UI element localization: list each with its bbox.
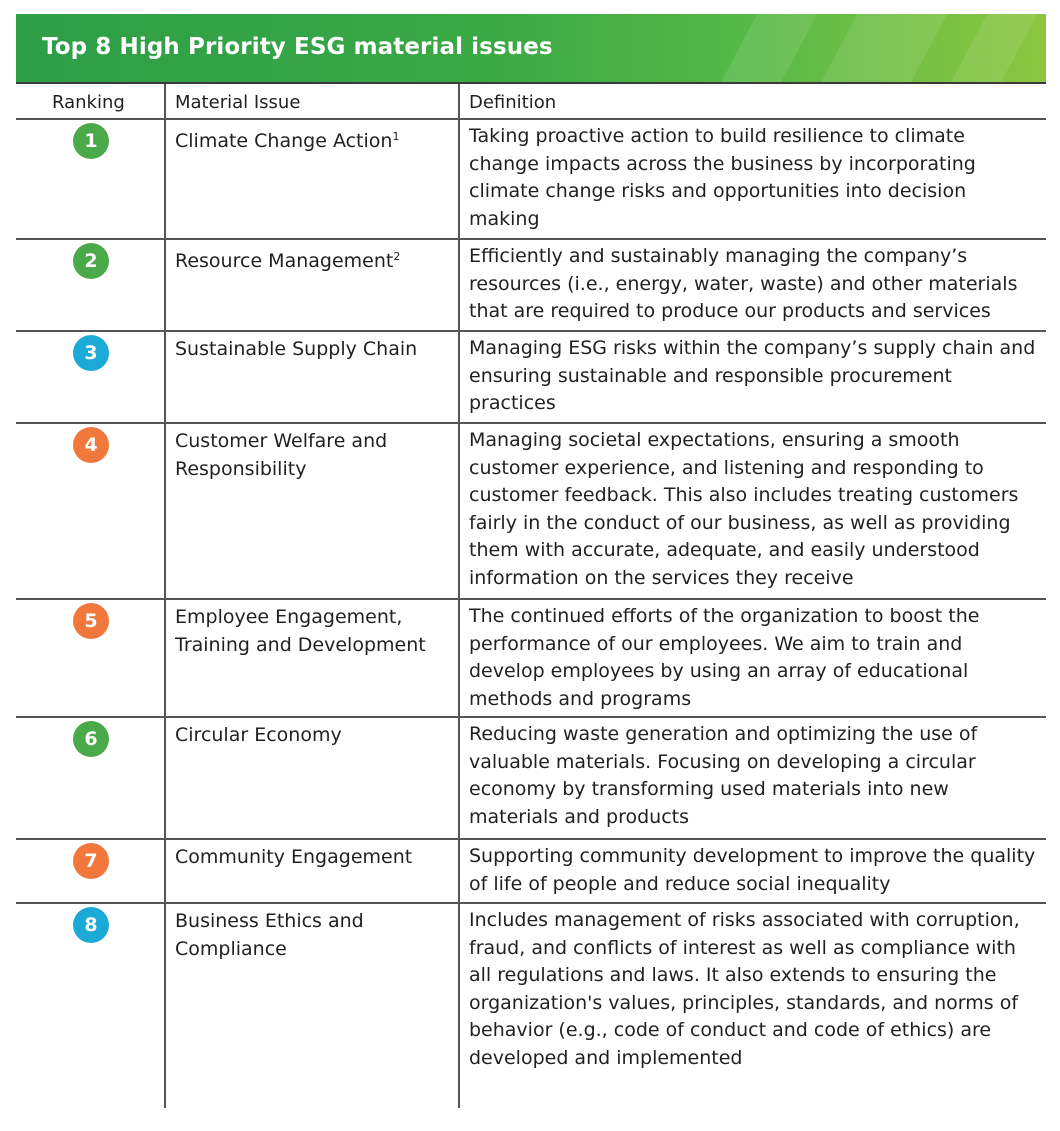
row-divider (16, 838, 1046, 840)
definition-cell: Reducing waste generation and optimizing… (469, 723, 978, 828)
material-issue-text: Resource Management (175, 250, 394, 272)
row-divider (16, 598, 1046, 600)
header-bottom-rule (16, 118, 1046, 120)
row-divider (16, 238, 1046, 240)
banner-decoration (709, 14, 823, 82)
row-divider (16, 330, 1046, 332)
definition-cell: Includes management of risks associated … (469, 909, 1020, 1069)
rank-badge: 5 (73, 603, 109, 639)
row-divider (16, 716, 1046, 718)
material-issue-text: Business Ethics and Compliance (175, 910, 364, 960)
definition-cell: Taking proactive action to build resilie… (469, 125, 976, 230)
column-divider (164, 84, 166, 1108)
rank-badge: 2 (73, 243, 109, 279)
row-divider (16, 422, 1046, 424)
rank-badge: 7 (73, 843, 109, 879)
material-issue-text: Customer Welfare and Responsibility (175, 430, 388, 480)
header-definition: Definition (469, 92, 557, 113)
material-issue-cell: Resource Management2 (175, 243, 455, 275)
material-issue-text: Community Engagement (175, 846, 413, 868)
material-issue-cell: Sustainable Supply Chain (175, 335, 455, 363)
rank-badge: 1 (73, 123, 109, 159)
banner-decoration (939, 14, 1043, 82)
rank-badge: 8 (73, 907, 109, 943)
definition-cell: Supporting community development to impr… (469, 845, 1036, 895)
material-issue-cell: Employee Engagement, Training and Develo… (175, 603, 455, 659)
table-title: Top 8 High Priority ESG material issues (42, 34, 553, 60)
definition-cell: The continued efforts of the organizatio… (469, 605, 980, 710)
rank-badge: 6 (73, 721, 109, 757)
material-issue-cell: Community Engagement (175, 843, 455, 871)
footnote-marker: 2 (393, 250, 401, 263)
material-issue-text: Employee Engagement, Training and Develo… (175, 606, 426, 656)
header-ranking: Ranking (52, 92, 125, 113)
header-material-issue: Material Issue (175, 92, 301, 113)
row-divider (16, 902, 1046, 904)
material-issue-cell: Business Ethics and Compliance (175, 907, 455, 963)
column-divider (458, 84, 460, 1108)
material-issue-text: Climate Change Action (175, 130, 393, 152)
banner-decoration (809, 14, 953, 82)
rank-badge: 3 (73, 335, 109, 371)
material-issue-cell: Climate Change Action1 (175, 123, 455, 155)
definition-cell: Efficiently and sustainably managing the… (469, 245, 1018, 323)
definition-cell: Managing ESG risks within the company’s … (469, 337, 1036, 415)
material-issue-text: Sustainable Supply Chain (175, 338, 418, 360)
definition-cell: Managing societal expectations, ensuring… (469, 429, 1019, 589)
header-top-rule (16, 82, 1046, 84)
footnote-marker: 1 (392, 130, 400, 143)
material-issue-cell: Circular Economy (175, 721, 455, 749)
material-issue-cell: Customer Welfare and Responsibility (175, 427, 455, 483)
rank-badge: 4 (73, 427, 109, 463)
material-issue-text: Circular Economy (175, 724, 342, 746)
table-title-banner: Top 8 High Priority ESG material issues (16, 14, 1046, 82)
